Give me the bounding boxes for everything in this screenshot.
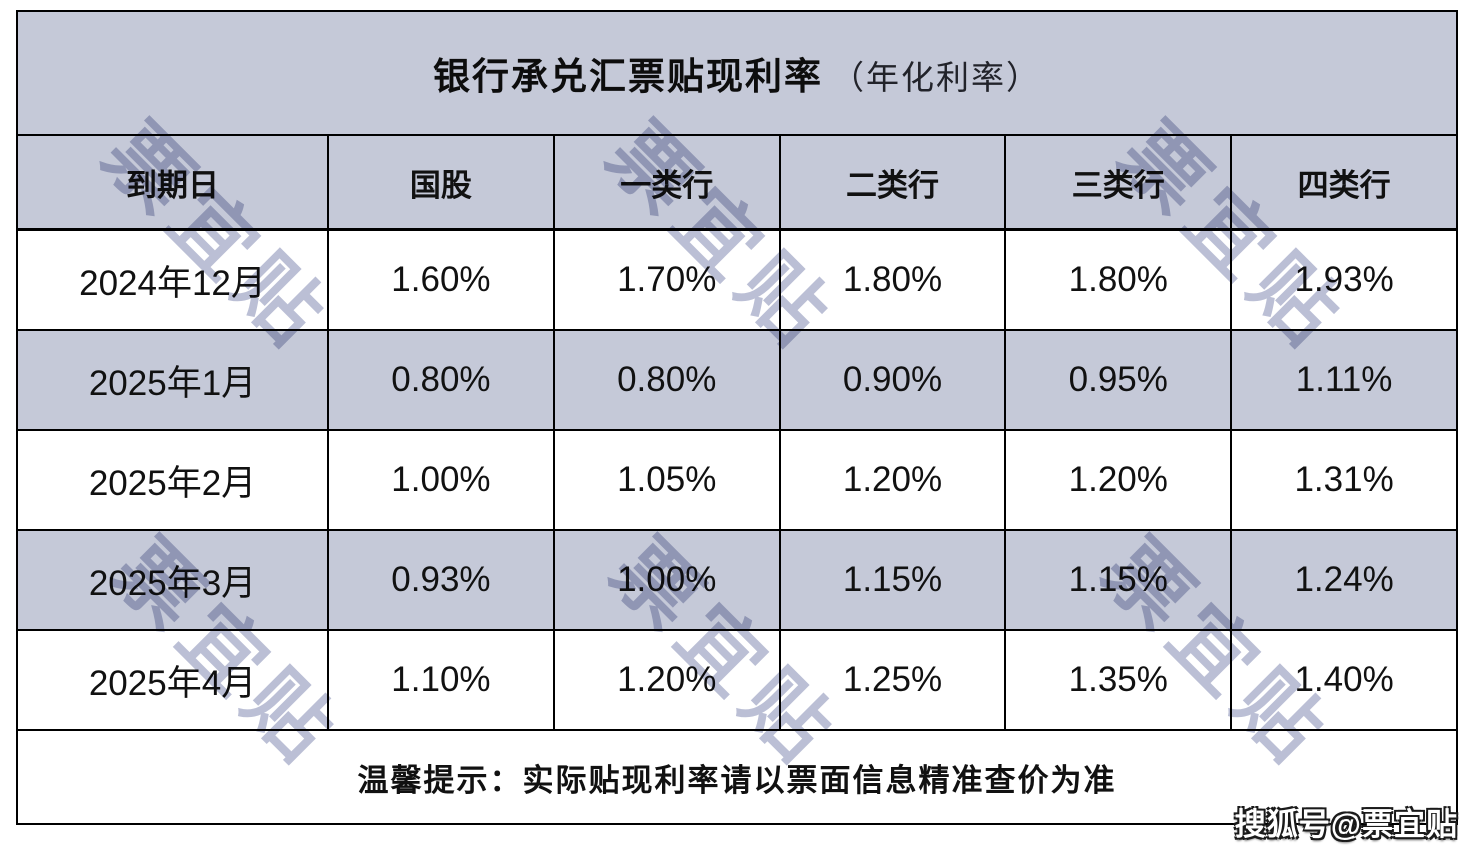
cell-rate-value: 1.80%	[1004, 228, 1233, 331]
cell-rate-value: 1.05%	[552, 429, 781, 531]
table-row: 2025年1月 0.80% 0.80% 0.90% 0.95% 1.11%	[15, 329, 1458, 431]
cell-rate-value: 1.15%	[1004, 529, 1233, 631]
header-bank-tier: 四类行	[1230, 134, 1458, 231]
cell-rate-value: 1.00%	[552, 529, 781, 631]
cell-rate-value: 1.70%	[552, 228, 781, 331]
header-bank-tier: 国股	[327, 134, 555, 231]
cell-maturity-date: 2025年2月	[15, 429, 330, 531]
cell-rate-value: 1.10%	[327, 629, 555, 731]
cell-maturity-date: 2025年4月	[15, 629, 330, 731]
header-bank-tier: 三类行	[1004, 134, 1233, 231]
table-body: 2024年12月 1.60% 1.70% 1.80% 1.80% 1.93% 2025年1月…	[15, 228, 1458, 731]
table-row: 2024年12月 1.60% 1.70% 1.80% 1.80% 1.93%	[15, 228, 1458, 331]
table-row: 2025年3月 0.93% 1.00% 1.15% 1.15% 1.24%	[15, 529, 1458, 631]
cell-maturity-date: 2025年3月	[15, 529, 330, 631]
cell-rate-value: 1.80%	[778, 228, 1007, 331]
cell-rate-value: 1.15%	[778, 529, 1007, 631]
cell-maturity-date: 2025年1月	[15, 329, 330, 431]
title-row: 银行承兑汇票贴现利率 （年化利率）	[16, 10, 1458, 136]
cell-rate-value: 0.95%	[1004, 329, 1233, 431]
cell-rate-value: 1.40%	[1230, 629, 1458, 731]
notice-text: 温馨提示：实际贴现利率请以票面信息精准查价为准	[16, 729, 1458, 825]
cell-rate-value: 1.11%	[1230, 329, 1458, 431]
page-title: 银行承兑汇票贴现利率	[433, 56, 823, 97]
cell-rate-value: 1.31%	[1230, 429, 1458, 531]
cell-rate-value: 1.60%	[327, 228, 555, 331]
cell-rate-value: 1.00%	[327, 429, 555, 531]
cell-rate-value: 1.93%	[1230, 228, 1458, 331]
page-subtitle: （年化利率）	[831, 59, 1041, 96]
cell-rate-value: 0.80%	[327, 329, 555, 431]
sohu-credit-watermark: 搜狐号@票宜贴	[1234, 807, 1458, 842]
header-maturity-date: 到期日	[15, 134, 330, 231]
cell-rate-value: 1.20%	[778, 429, 1007, 531]
table-row: 2025年4月 1.10% 1.20% 1.25% 1.35% 1.40%	[15, 629, 1458, 731]
cell-rate-value: 1.24%	[1230, 529, 1458, 631]
column-header-row: 到期日 国股 一类行 二类行 三类行 四类行	[15, 134, 1458, 231]
cell-maturity-date: 2024年12月	[15, 228, 330, 331]
cell-rate-value: 1.20%	[552, 629, 781, 731]
cell-rate-value: 0.93%	[327, 529, 555, 631]
cell-rate-value: 1.35%	[1004, 629, 1233, 731]
cell-rate-value: 0.90%	[778, 329, 1007, 431]
cell-rate-value: 1.25%	[778, 629, 1007, 731]
table-title-cell: 银行承兑汇票贴现利率 （年化利率）	[16, 10, 1458, 136]
cell-rate-value: 1.20%	[1004, 429, 1233, 531]
table-row: 2025年2月 1.00% 1.05% 1.20% 1.20% 1.31%	[15, 429, 1458, 531]
header-bank-tier: 二类行	[778, 134, 1007, 231]
cell-rate-value: 0.80%	[552, 329, 781, 431]
notice-row: 温馨提示：实际贴现利率请以票面信息精准查价为准	[16, 729, 1458, 825]
discount-rate-table: 银行承兑汇票贴现利率 （年化利率） 到期日 国股 一类行 二类行 三类行 四类行 2024年…	[15, 10, 1458, 825]
header-bank-tier: 一类行	[552, 134, 781, 231]
